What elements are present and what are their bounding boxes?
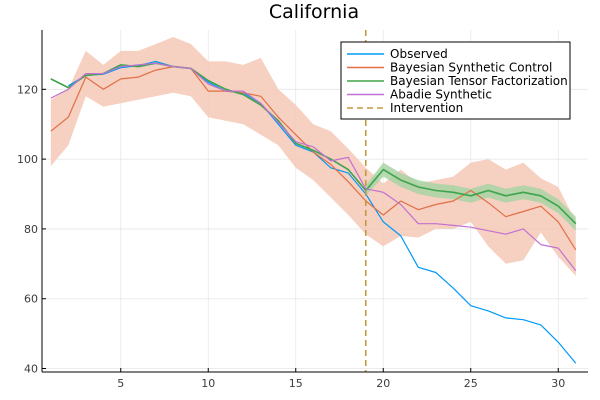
x-tick-label-5: 5 — [117, 377, 124, 390]
band-series-2 — [365, 162, 576, 231]
y-tick-label-120: 120 — [17, 83, 38, 96]
x-tick-label-10: 10 — [201, 377, 215, 390]
band-series-1 — [50, 37, 576, 276]
chart-title: California — [269, 1, 359, 23]
y-tick-label-80: 80 — [24, 223, 38, 236]
confidence-bands — [50, 37, 576, 276]
tick-labels: 5 10 15 20 25 30 40 60 80 100 120 — [17, 83, 565, 390]
x-tick-label-20: 20 — [376, 377, 390, 390]
y-tick-label-100: 100 — [17, 153, 38, 166]
x-tick-label-30: 30 — [551, 377, 565, 390]
y-tick-label-60: 60 — [24, 293, 38, 306]
legend-label-2: Bayesian Tensor Factorization — [390, 74, 568, 88]
line-series-1 — [50, 66, 577, 251]
line-series-3 — [50, 62, 577, 272]
series-lines — [50, 60, 577, 364]
line-series-0 — [67, 60, 577, 364]
x-tick-label-25: 25 — [464, 377, 478, 390]
y-tick-label-40: 40 — [24, 363, 38, 376]
x-tick-label-15: 15 — [289, 377, 303, 390]
legend-label-1: Bayesian Synthetic Control — [390, 61, 552, 75]
axes — [41, 30, 588, 373]
legend-label-4: Intervention — [390, 101, 463, 115]
legend-label-0: Observed — [390, 47, 448, 61]
legend-label-3: Abadie Synthetic — [390, 88, 492, 102]
line-series-2 — [50, 62, 577, 225]
